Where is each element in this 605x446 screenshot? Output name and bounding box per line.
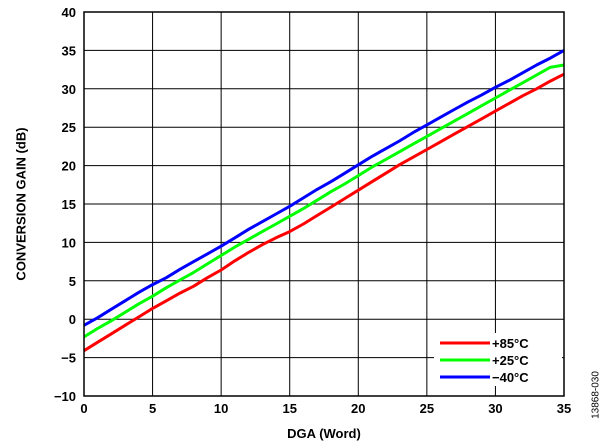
figure-id: 13868-030 [591, 371, 602, 419]
legend-label: +25°C [492, 353, 529, 368]
x-axis-title: DGA (Word) [287, 426, 361, 441]
tick-labels: 0 5 10 15 20 25 30 35 −10 −5 0 5 10 15 20 25 30 35 40 [54, 5, 571, 416]
y-tick-label: −5 [61, 351, 76, 366]
x-tick-label: 10 [214, 401, 228, 416]
series-lines [83, 49, 565, 352]
legend-label: −40°C [492, 370, 529, 385]
y-tick-label: 25 [62, 120, 76, 135]
series-line-0 [83, 72, 565, 352]
x-tick-label: 5 [149, 401, 156, 416]
y-tick-label: 0 [69, 312, 76, 327]
grid [83, 11, 565, 397]
y-axis-title: CONVERSION GAIN (dB) [13, 127, 28, 280]
x-tick-label: 20 [351, 401, 365, 416]
series-line-1 [83, 63, 565, 339]
y-tick-label: 15 [62, 197, 76, 212]
y-tick-label: 30 [62, 82, 76, 97]
x-tick-label: 35 [557, 401, 571, 416]
legend: +85°C +25°C −40°C [434, 333, 562, 386]
y-tick-label: 35 [62, 43, 76, 58]
legend-label: +85°C [492, 336, 529, 351]
x-tick-label: 25 [420, 401, 434, 416]
x-tick-label: 15 [282, 401, 296, 416]
plot-frame [83, 11, 565, 397]
y-tick-label: 20 [62, 159, 76, 174]
y-tick-label: 10 [62, 235, 76, 250]
y-tick-label: 40 [62, 5, 76, 20]
series-line-2 [83, 49, 565, 327]
y-tick-label: 5 [69, 274, 76, 289]
x-tick-label: 30 [488, 401, 502, 416]
x-tick-label: 0 [80, 401, 87, 416]
y-tick-label: −10 [54, 389, 76, 404]
